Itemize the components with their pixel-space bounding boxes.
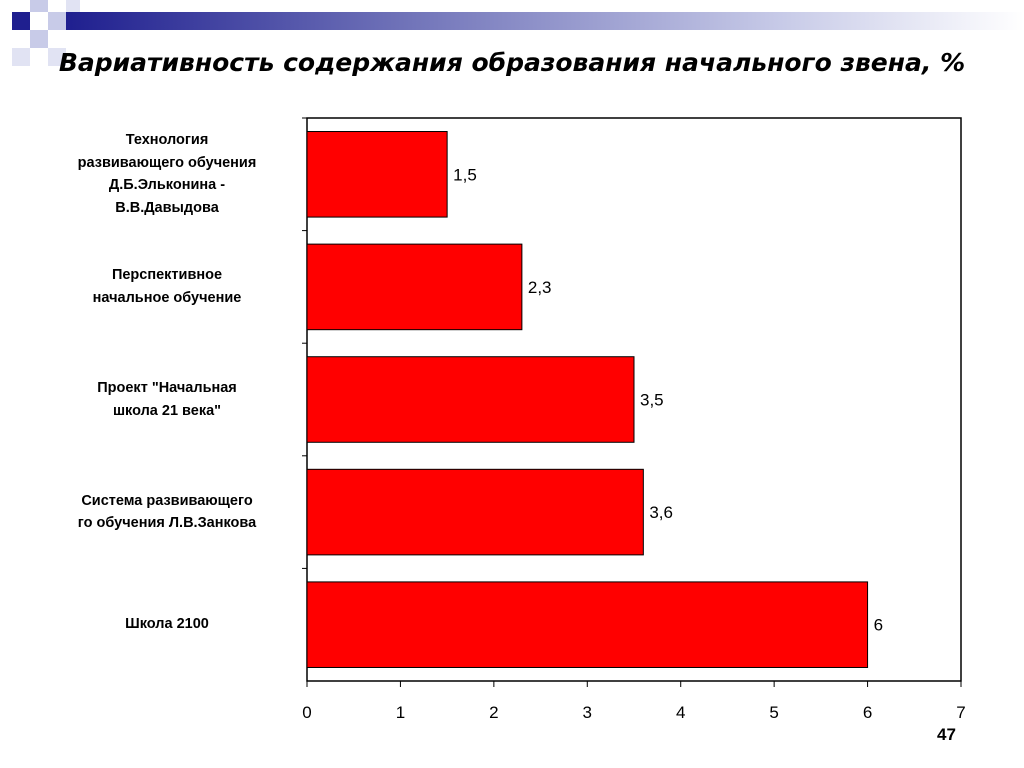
category-label: Система развивающего го обучения Л.В.Зан… — [77, 492, 257, 532]
x-tick-label: 7 — [956, 703, 965, 722]
x-tick-label: 3 — [583, 703, 592, 722]
x-tick-label: 0 — [302, 703, 311, 722]
deco-square — [12, 12, 30, 30]
deco-square — [66, 0, 80, 12]
bar — [306, 131, 448, 218]
category-label: Школа 2100 — [125, 616, 209, 633]
category-label: Перспективное начальное обучение — [92, 267, 242, 306]
bar-value-label: 2,3 — [528, 278, 552, 297]
bar — [306, 581, 869, 668]
bar-value-label: 3,5 — [640, 391, 664, 410]
page-number: 47 — [937, 725, 956, 744]
bar-value-label: 3,6 — [649, 503, 673, 522]
x-tick-label: 6 — [863, 703, 872, 722]
category-label: Технология развивающего обучения Д.Б.Эль… — [77, 132, 257, 216]
deco-square — [30, 30, 48, 48]
deco-square — [48, 12, 66, 30]
bar — [306, 356, 635, 443]
category-label: Проект "Начальная школа 21 века" — [97, 380, 237, 419]
x-tick-label: 4 — [676, 703, 685, 722]
deco-square — [30, 0, 48, 12]
header-gradient-bar — [66, 12, 1024, 30]
bar — [306, 243, 523, 331]
bar-value-label: 6 — [874, 616, 883, 635]
bar-value-label: 1,5 — [453, 165, 477, 184]
bar — [306, 468, 644, 556]
x-tick-label: 1 — [396, 703, 405, 722]
x-tick-label: 5 — [769, 703, 778, 722]
deco-square — [12, 48, 30, 66]
slide-title: Вариативность содержания образования нач… — [58, 48, 966, 77]
x-tick-label: 2 — [489, 703, 498, 722]
deco-square — [48, 48, 66, 66]
